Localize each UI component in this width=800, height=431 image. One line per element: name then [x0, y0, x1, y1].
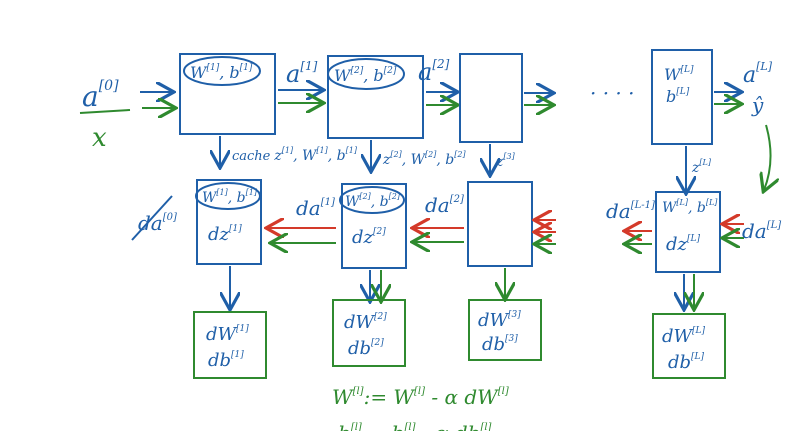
bblock2-param-ellipse: [339, 186, 405, 214]
blockL-W: W[L]: [664, 65, 694, 84]
da1-label: da[1]: [296, 196, 335, 220]
forward-ellipsis: · · · ·: [590, 81, 635, 105]
output-a-label: a[L]: [743, 60, 773, 88]
block1-param-ellipse: [183, 56, 261, 86]
cache-2-label: z[2], W[2], b[2]: [382, 150, 466, 168]
grad-box-1: [193, 311, 267, 379]
grad-box-3-db: db[3]: [482, 334, 518, 355]
grad-box-2-dW: dW[2]: [344, 312, 387, 333]
bblock1-params: W[1], b[1]: [202, 188, 258, 206]
bblockL-dz: dz[L]: [666, 234, 701, 255]
block1-params: W[1], b[1]: [190, 63, 253, 82]
input-divider: [79, 109, 131, 114]
loss-curve-arrow: [764, 124, 771, 190]
cache-L-label: z[L]: [691, 158, 712, 176]
grad-box-L-dW: dW[L]: [662, 326, 706, 347]
grad-box-3-dW: dW[3]: [478, 310, 521, 331]
grad-box-1-dW: dW[1]: [206, 324, 249, 345]
blockL-b: b[L]: [666, 87, 690, 106]
grad-box-L-db: db[L]: [668, 352, 705, 373]
cache-1-label: cache z[1], W[1], b[1]: [232, 146, 358, 164]
forward-block-3: [459, 53, 523, 143]
output-yhat-label: ŷ: [751, 93, 764, 117]
daLminus1-label: da[L-1]: [606, 199, 655, 223]
bblock2-dz: dz[2]: [352, 227, 386, 248]
backward-block-3: [467, 181, 533, 267]
update-rule-b: b[l]:= b[l] - α db[l]: [338, 421, 492, 431]
daL-label: da[L]: [742, 219, 781, 243]
grad-box-2-db: db[2]: [348, 338, 384, 359]
update-rule-W: W[l]:= W[l] - α dW[l]: [332, 385, 509, 409]
grad-box-2: [332, 299, 406, 367]
grad-box-L: [652, 313, 726, 379]
da0-crossed-label: da[0]: [138, 211, 177, 235]
input-a-label: a[0]: [82, 78, 119, 113]
a2-label: a[2]: [418, 57, 450, 86]
input-x-label: x: [92, 123, 107, 153]
backward-block-1: [196, 179, 262, 265]
forward-block-1: [179, 53, 276, 135]
bblock2-params: W[2], b[2]: [345, 192, 401, 210]
bblock1-dz: dz[1]: [208, 224, 242, 245]
forward-block-2: [327, 55, 424, 139]
da2-label: da[2]: [425, 193, 464, 217]
forward-block-L: [651, 49, 713, 145]
block2-param-ellipse: [327, 58, 405, 90]
block2-params: W[2], b[2]: [334, 66, 397, 85]
backward-block-2: [341, 183, 407, 269]
grad-box-1-db: db[1]: [208, 350, 244, 371]
da0-strike: [131, 195, 173, 241]
bblock1-param-ellipse: [195, 182, 261, 210]
grad-box-3: [468, 299, 542, 361]
a1-label: a[1]: [286, 59, 318, 88]
cache-3-label: z[3]: [495, 152, 516, 170]
bblockL-params: W[L], b[L]: [662, 198, 718, 216]
